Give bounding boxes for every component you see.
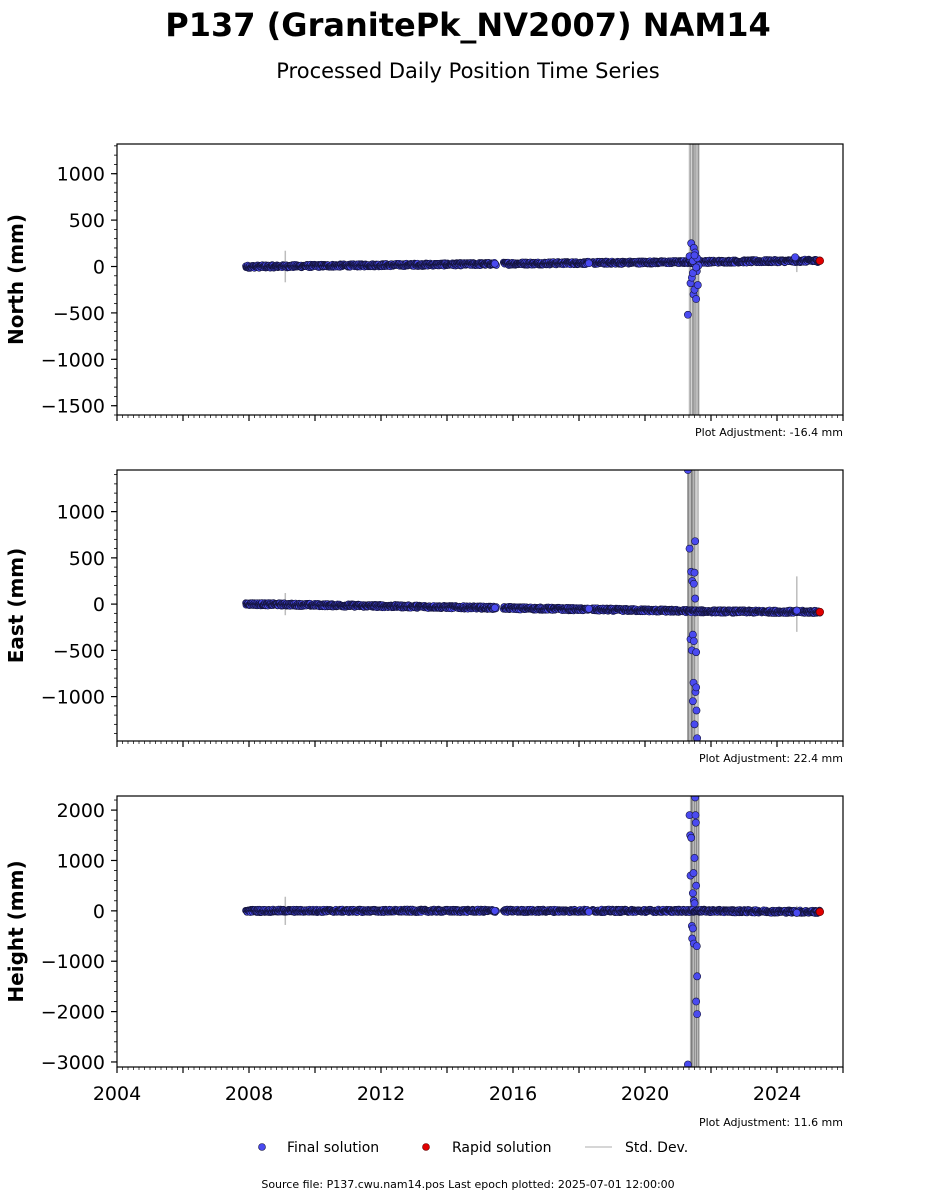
- panels: 1000 500 0 −500 −1000 −1500 North (mm) Plot Adj…: [4, 143, 844, 1129]
- rapid-point: [815, 907, 825, 916]
- final-point: [791, 253, 800, 262]
- final-point: [490, 906, 499, 915]
- y-tick-label: −2000: [41, 1002, 105, 1024]
- plot-area-east: [242, 470, 825, 741]
- plot-area-height: [242, 796, 825, 1067]
- plot-adjustment-note: Plot Adjustment: 22.4 mm: [699, 752, 843, 765]
- outlier-point: [693, 734, 702, 741]
- chart-title: P137 (GranitePk_NV2007) NAM14: [165, 6, 770, 44]
- outlier-point: [688, 697, 697, 706]
- axes-frame-north: [116, 143, 844, 416]
- outlier-point: [692, 881, 701, 890]
- outlier-point: [691, 796, 700, 802]
- outlier-point: [692, 997, 701, 1006]
- y-axis-label: North (mm): [4, 214, 28, 345]
- outlier-point: [688, 630, 697, 639]
- outlier-point: [693, 972, 702, 981]
- y-tick-label: −500: [53, 640, 105, 662]
- panel-east: 1000 500 0 −500 −1000 East (mm) Plot Adjustmen…: [4, 469, 844, 765]
- rapid-point: [815, 607, 825, 617]
- outlier-point: [691, 594, 700, 603]
- final-point: [792, 908, 801, 917]
- y-tick-label: −1000: [41, 349, 105, 371]
- outlier-point: [690, 720, 699, 729]
- y-tick-label: −500: [53, 303, 105, 325]
- y-tick-label: −1500: [41, 396, 105, 418]
- outlier-point: [691, 811, 700, 820]
- y-axis-label: East (mm): [4, 548, 28, 664]
- panel-north: 1000 500 0 −500 −1000 −1500 North (mm) Plot Adj…: [4, 143, 844, 439]
- y-tick-label: −3000: [41, 1052, 105, 1074]
- outlier-point: [692, 942, 701, 951]
- chart-subtitle: Processed Daily Position Time Series: [276, 59, 660, 83]
- final-point: [490, 259, 499, 268]
- y-tick-label: 0: [93, 257, 105, 279]
- plot-adjustment-note: Plot Adjustment: -16.4 mm: [695, 426, 843, 439]
- rapid-point: [815, 256, 825, 265]
- outlier-point: [684, 470, 692, 474]
- outlier-point: [692, 295, 701, 303]
- outlier-point: [691, 537, 700, 546]
- y-tick-label: 500: [69, 210, 105, 232]
- outlier-point: [692, 706, 701, 715]
- final-point: [585, 259, 593, 268]
- outlier-point: [687, 833, 696, 842]
- outlier-point: [690, 899, 699, 908]
- outlier-point: [689, 579, 698, 588]
- outlier-point: [691, 818, 700, 827]
- outlier-point: [684, 310, 692, 319]
- outlier-point: [688, 924, 697, 933]
- outlier-point: [690, 251, 699, 260]
- outlier-point: [685, 544, 694, 553]
- plot-area-north: [242, 144, 825, 415]
- y-tick-label: 1000: [57, 850, 105, 872]
- outlier-point: [689, 869, 698, 877]
- outlier-point: [684, 1060, 692, 1067]
- final-point: [585, 604, 593, 613]
- y-tick-label: 1000: [57, 502, 105, 524]
- outlier-point: [693, 1010, 702, 1019]
- outlier-point: [693, 281, 702, 289]
- final-point: [792, 606, 801, 615]
- outlier-point: [692, 683, 701, 692]
- final-point: [585, 907, 593, 916]
- outlier-point: [689, 637, 698, 646]
- outlier-point: [688, 889, 697, 898]
- final-point: [490, 603, 499, 612]
- outlier-point: [692, 648, 701, 657]
- y-tick-label: 500: [69, 548, 105, 570]
- y-tick-label: 0: [93, 901, 105, 923]
- outlier-point: [690, 854, 699, 862]
- y-tick-label: 1000: [57, 164, 105, 186]
- y-tick-label: −1000: [41, 687, 105, 709]
- outlier-point: [692, 263, 701, 272]
- outlier-point: [690, 568, 699, 577]
- y-tick-label: 0: [93, 594, 105, 616]
- y-tick-label: −1000: [41, 951, 105, 973]
- axes-frame-height: [116, 795, 844, 1068]
- y-tick-label: 2000: [57, 800, 105, 822]
